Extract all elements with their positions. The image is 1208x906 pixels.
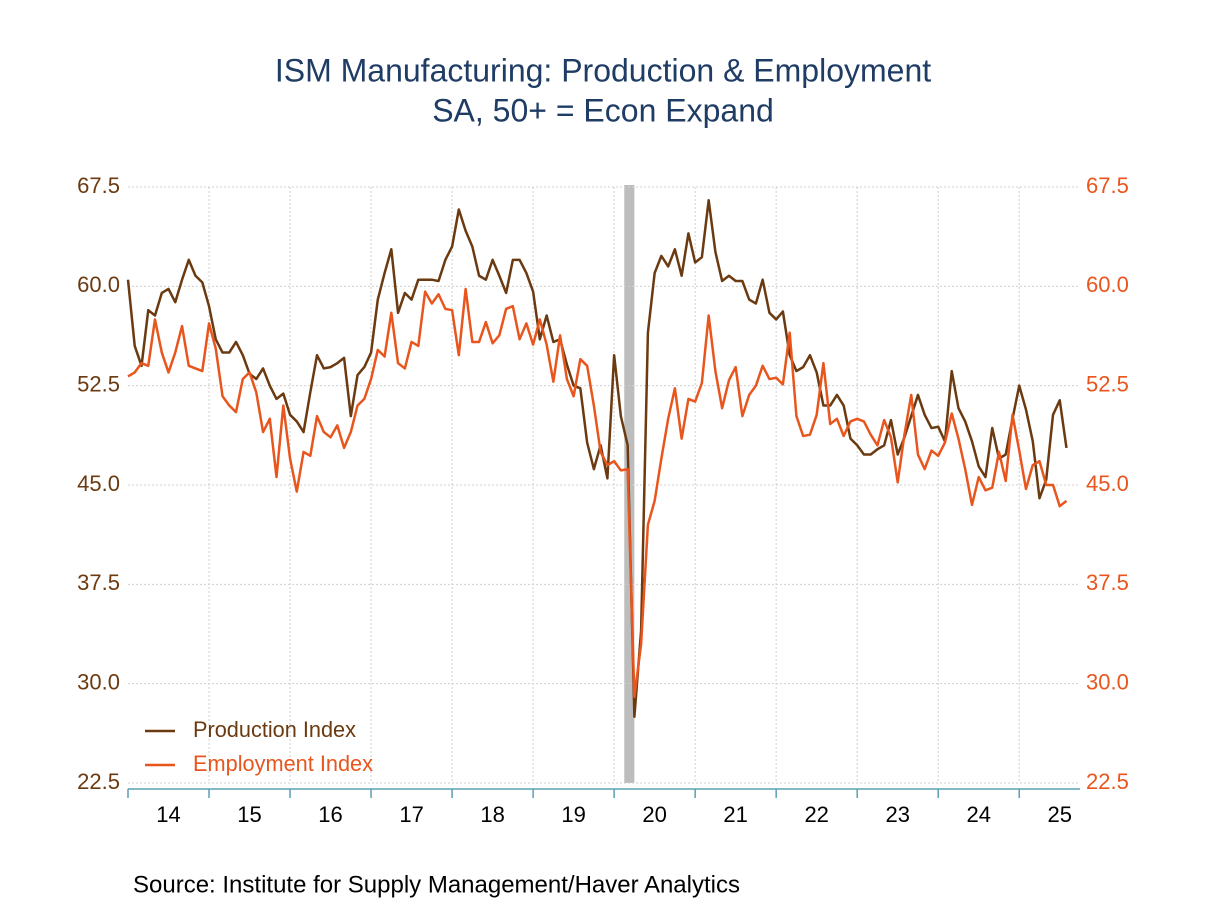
y2-tick-label: 67.5 bbox=[1086, 173, 1129, 198]
y-tick-label: 37.5 bbox=[77, 570, 120, 595]
chart-subtitle: SA, 50+ = Econ Expand bbox=[432, 92, 774, 128]
y2-tick-label: 37.5 bbox=[1086, 570, 1129, 595]
legend-label: Production Index bbox=[193, 717, 356, 742]
y-tick-label: 67.5 bbox=[77, 173, 120, 198]
x-tick-label: 17 bbox=[399, 802, 423, 827]
y2-tick-label: 52.5 bbox=[1086, 371, 1129, 396]
x-tick-label: 18 bbox=[480, 802, 504, 827]
x-tick-label: 25 bbox=[1048, 802, 1072, 827]
y2-tick-label: 60.0 bbox=[1086, 272, 1129, 297]
y-tick-label: 22.5 bbox=[77, 769, 120, 794]
series-line bbox=[126, 198, 1068, 719]
x-tick-label: 20 bbox=[642, 802, 666, 827]
x-tick-label: 22 bbox=[804, 802, 828, 827]
x-tick-label: 21 bbox=[723, 802, 747, 827]
y-tick-label: 30.0 bbox=[77, 669, 120, 694]
y-tick-label: 60.0 bbox=[77, 272, 120, 297]
x-tick-label: 19 bbox=[561, 802, 585, 827]
x-tick-label: 16 bbox=[318, 802, 342, 827]
series-line bbox=[127, 287, 1068, 699]
x-tick-label: 24 bbox=[966, 802, 990, 827]
y2-tick-label: 45.0 bbox=[1086, 471, 1129, 496]
x-tick-label: 23 bbox=[885, 802, 909, 827]
chart-title: ISM Manufacturing: Production & Employme… bbox=[275, 52, 931, 88]
y-tick-label: 45.0 bbox=[77, 471, 120, 496]
x-tick-label: 15 bbox=[237, 802, 261, 827]
y-tick-label: 52.5 bbox=[77, 371, 120, 396]
y2-tick-label: 22.5 bbox=[1086, 769, 1129, 794]
source-note: Source: Institute for Supply Management/… bbox=[133, 871, 740, 898]
x-tick-label: 14 bbox=[156, 802, 180, 827]
legend-label: Employment Index bbox=[193, 751, 373, 776]
y2-tick-label: 30.0 bbox=[1086, 669, 1129, 694]
